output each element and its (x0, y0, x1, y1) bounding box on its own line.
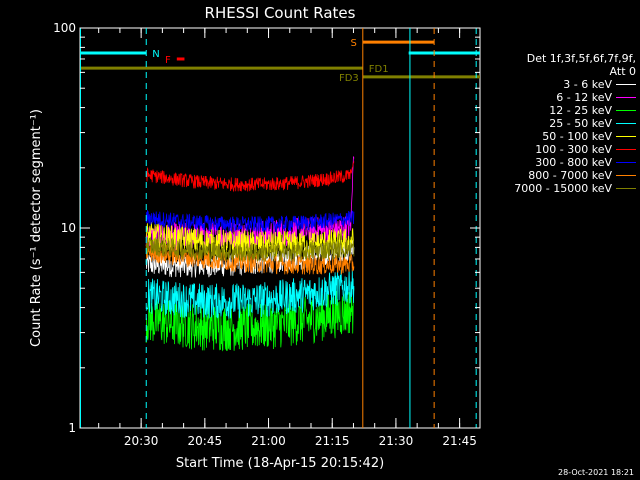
series-line-3 (145, 267, 355, 319)
flag-label-fd1: FD1 (369, 64, 389, 75)
legend-item: 6 - 12 keV (486, 91, 636, 104)
x-tick-label: 21:30 (379, 434, 414, 448)
legend-item-label: 12 - 25 keV (549, 104, 612, 117)
chart-title: RHESSI Count Rates (205, 4, 356, 22)
timestamp: 28-Oct-2021 18:21 (558, 468, 634, 477)
series-line-6 (145, 210, 355, 233)
legend-item-label: 3 - 6 keV (563, 78, 612, 91)
legend-swatch (616, 97, 636, 98)
legend-swatch (616, 175, 636, 176)
legend-item-label: 50 - 100 keV (542, 130, 612, 143)
flag-label-n: N (152, 49, 159, 60)
y-tick-label: 1 (68, 421, 76, 435)
legend-item: 50 - 100 keV (486, 130, 636, 143)
flag-label-f: F (165, 55, 171, 66)
legend-item-label: 800 - 7000 keV (528, 169, 612, 182)
legend-swatch (616, 188, 636, 189)
legend-swatch (616, 123, 636, 124)
flag-label-s: S (350, 38, 356, 49)
x-tick-label: 21:00 (251, 434, 286, 448)
legend-swatch (616, 149, 636, 150)
legend-header-detectors: Det 1f,3f,5f,6f,7f,9f, (526, 52, 636, 65)
legend-swatch (616, 110, 636, 111)
flag-label-fd3: FD3 (339, 73, 359, 84)
legend-item-label: 100 - 300 keV (535, 143, 612, 156)
series-line-8 (145, 236, 355, 263)
legend-item: 25 - 50 keV (486, 117, 636, 130)
legend-swatch (616, 84, 636, 85)
legend-item-label: 7000 - 15000 keV (514, 182, 612, 195)
legend-item: 7000 - 15000 keV (486, 182, 636, 195)
legend-header-attenuator: Att 0 (609, 65, 636, 78)
x-tick-label: 21:45 (442, 434, 477, 448)
y-tick-label: 100 (53, 21, 76, 35)
y-axis-label: Count Rate (s⁻¹ detector segment⁻¹) (29, 109, 44, 347)
x-axis-label: Start Time (18-Apr-15 20:15:42) (176, 456, 384, 471)
x-tick-label: 20:30 (124, 434, 159, 448)
y-tick-label: 10 (61, 221, 76, 235)
legend: Det 1f,3f,5f,6f,7f,9f, Att 0 3 - 6 keV 6 … (486, 52, 636, 195)
series-line-2 (145, 288, 355, 352)
x-tick-label: 21:15 (315, 434, 350, 448)
legend-item: 100 - 300 keV (486, 143, 636, 156)
legend-item-label: 6 - 12 keV (556, 91, 612, 104)
legend-item: 3 - 6 keV (486, 78, 636, 91)
legend-swatch (616, 136, 636, 137)
x-tick-label: 20:45 (188, 434, 223, 448)
series-line-5 (145, 161, 355, 193)
legend-item-label: 300 - 800 keV (535, 156, 612, 169)
legend-item: 300 - 800 keV (486, 156, 636, 169)
legend-item: 12 - 25 keV (486, 104, 636, 117)
legend-swatch (616, 162, 636, 163)
legend-item-label: 25 - 50 keV (549, 117, 612, 130)
legend-item: 800 - 7000 keV (486, 169, 636, 182)
